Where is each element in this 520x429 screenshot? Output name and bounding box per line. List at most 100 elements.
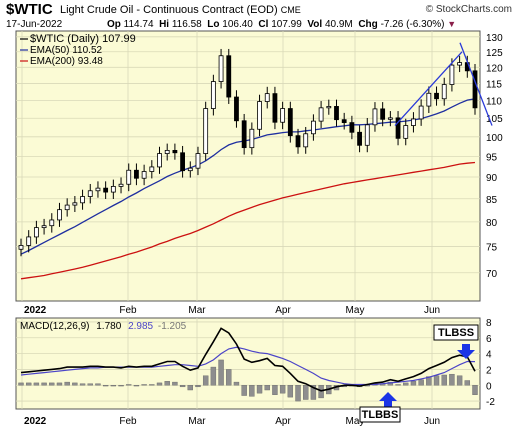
macd-hist-bar bbox=[25, 382, 32, 386]
macd-hist-bar bbox=[303, 385, 309, 400]
op-value: 114.74 bbox=[123, 19, 154, 30]
up-arrow-icon bbox=[379, 392, 397, 408]
candle-body bbox=[441, 84, 447, 100]
candle-body bbox=[180, 152, 185, 172]
candle-body bbox=[226, 55, 232, 98]
macd-hist-bar bbox=[395, 384, 401, 386]
candle-body bbox=[172, 149, 178, 154]
price-legend: $WTIC (Daily) 107.99 EMA(50) 110.52 EMA(… bbox=[20, 33, 136, 67]
candles bbox=[18, 48, 478, 257]
price-y-tick: 120 bbox=[486, 63, 503, 74]
macd-legend-text: MACD(12,26,9) 1.780 2.985 -1.205 bbox=[20, 321, 187, 332]
instrument-title: Light Crude Oil - Continuous Contract (E… bbox=[60, 4, 278, 16]
signal-path bbox=[20, 346, 476, 386]
tlbss-box bbox=[433, 324, 479, 341]
hi-label: Hi bbox=[159, 19, 170, 30]
candle-body bbox=[33, 227, 39, 238]
cl-value: 107.99 bbox=[271, 19, 302, 30]
chg-label: Chg bbox=[358, 19, 378, 30]
tlbss-label: TLBSS bbox=[438, 327, 474, 339]
macd-y-tick: 0 bbox=[486, 381, 492, 392]
candle-body bbox=[26, 236, 32, 246]
candle-body bbox=[195, 153, 201, 169]
ema200-line bbox=[20, 161, 476, 280]
candle-body bbox=[64, 204, 70, 211]
macd-legend-label: MACD(12,26,9) bbox=[20, 321, 89, 332]
macd-grid bbox=[16, 318, 480, 409]
macd-hist-bar bbox=[187, 385, 193, 391]
candle-body bbox=[280, 108, 286, 123]
legend-main: $WTIC (Daily) 107.99 bbox=[30, 33, 136, 45]
tlbbs-annotation: TLBBS bbox=[359, 392, 401, 423]
macd-x-tick: 2022 bbox=[24, 416, 47, 427]
price-x-tick: Feb bbox=[119, 305, 137, 316]
macd-y-axis: -2 0 2 4 6 8 bbox=[486, 318, 495, 408]
macd-hist-bar bbox=[95, 383, 101, 386]
chg-value: -7.26 (-6.30%) bbox=[380, 19, 445, 30]
candle-body bbox=[287, 108, 293, 137]
macd-hist-bar bbox=[310, 385, 317, 400]
macd-hist-bar bbox=[72, 382, 78, 386]
price-y-tick: 85 bbox=[486, 195, 498, 206]
candle-body bbox=[357, 131, 362, 146]
price-x-tick: Jun bbox=[424, 305, 440, 316]
candle-body bbox=[449, 64, 455, 85]
cl-label: Cl bbox=[258, 19, 269, 30]
candle-body bbox=[210, 81, 216, 109]
op-label: Op bbox=[107, 19, 121, 30]
candle-body bbox=[349, 122, 355, 133]
macd-x-axis: 2022 Feb Mar Apr May Jun bbox=[24, 416, 440, 427]
candle-body bbox=[272, 93, 278, 123]
price-x-tick: May bbox=[346, 305, 365, 316]
trendline-up bbox=[394, 51, 463, 126]
legend-ema200: EMA(200) 93.48 bbox=[30, 56, 103, 67]
legend-ema50: EMA(50) 110.52 bbox=[30, 45, 103, 56]
macd-hist-bar bbox=[218, 359, 224, 386]
macd-hist-bar bbox=[433, 375, 440, 386]
macd-hist-bar bbox=[56, 382, 63, 386]
trendline-down bbox=[459, 42, 493, 126]
candle-body bbox=[387, 117, 393, 120]
macd-y-tick: 4 bbox=[486, 350, 492, 361]
candle-body bbox=[103, 187, 109, 193]
macd-hist-bar bbox=[195, 385, 201, 388]
lo-label: Lo bbox=[207, 19, 220, 30]
macd-hist-bar bbox=[156, 382, 163, 386]
macd-hist-bar bbox=[233, 381, 240, 386]
macd-line bbox=[20, 327, 476, 392]
candle-body bbox=[341, 119, 347, 123]
macd-hist-bar bbox=[226, 369, 232, 386]
lo-value: 106.40 bbox=[222, 19, 253, 30]
candle-body bbox=[264, 93, 270, 102]
price-x-tick: Apr bbox=[275, 305, 291, 316]
macd-hist-bar bbox=[264, 385, 270, 391]
macd-hist-bar bbox=[426, 376, 432, 386]
candle-body bbox=[241, 120, 247, 149]
price-x-axis: 2022 Feb Mar Apr May Jun bbox=[24, 305, 440, 316]
macd-hist-bar bbox=[249, 385, 255, 397]
candle-body bbox=[403, 125, 409, 139]
macd-hist-bar bbox=[172, 381, 178, 386]
macd-hist-bar bbox=[179, 385, 186, 388]
trendlines bbox=[394, 42, 493, 126]
candle-body bbox=[395, 117, 401, 139]
macd-hist-bar bbox=[87, 383, 93, 386]
macd-y-tick: 8 bbox=[486, 318, 492, 329]
macd-hist-bar bbox=[279, 385, 286, 394]
price-y-tick: 90 bbox=[486, 173, 498, 184]
candle-body bbox=[149, 166, 155, 172]
macd-hist-bar bbox=[403, 382, 409, 386]
candle-body bbox=[218, 55, 224, 82]
macd-x-tick: Feb bbox=[119, 416, 137, 427]
macd-hist-bar bbox=[49, 382, 55, 386]
macd-hist-bar bbox=[126, 384, 132, 386]
macd-hist-bar bbox=[102, 385, 109, 387]
macd-hist-bar bbox=[33, 382, 40, 386]
macd-hist-bar bbox=[133, 385, 140, 387]
candle-body bbox=[234, 96, 239, 122]
price-y-tick: 125 bbox=[486, 48, 503, 59]
macd-hist-bar bbox=[256, 385, 263, 394]
instrument-name: Light Crude Oil - Continuous Contract (E… bbox=[60, 4, 301, 16]
price-y-tick: 115 bbox=[486, 80, 502, 91]
candle-body bbox=[303, 133, 309, 148]
